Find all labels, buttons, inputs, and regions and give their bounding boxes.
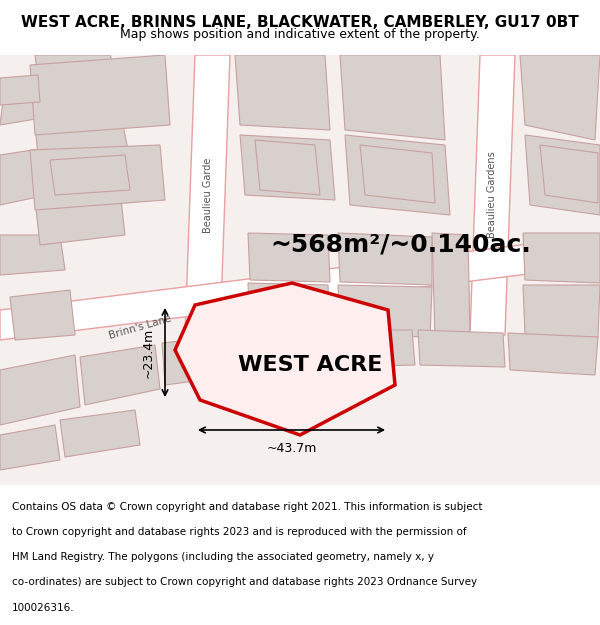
Polygon shape bbox=[175, 283, 395, 435]
Polygon shape bbox=[60, 410, 140, 457]
Text: to Crown copyright and database rights 2023 and is reproduced with the permissio: to Crown copyright and database rights 2… bbox=[12, 527, 467, 537]
Polygon shape bbox=[255, 140, 320, 195]
Polygon shape bbox=[0, 75, 40, 105]
Polygon shape bbox=[0, 355, 80, 425]
Text: Beaulieu Gardens: Beaulieu Gardens bbox=[487, 152, 497, 238]
Polygon shape bbox=[185, 55, 230, 335]
Text: Map shows position and indicative extent of the property.: Map shows position and indicative extent… bbox=[120, 28, 480, 41]
Polygon shape bbox=[248, 233, 330, 282]
Polygon shape bbox=[338, 233, 432, 285]
Text: ~23.4m: ~23.4m bbox=[142, 328, 155, 378]
Polygon shape bbox=[50, 155, 130, 195]
Text: ~43.7m: ~43.7m bbox=[266, 442, 317, 455]
Polygon shape bbox=[360, 145, 435, 203]
Text: 100026316.: 100026316. bbox=[12, 602, 74, 612]
Polygon shape bbox=[0, 235, 65, 275]
Polygon shape bbox=[340, 55, 445, 140]
Polygon shape bbox=[418, 330, 505, 367]
Text: Beaulieu Garde: Beaulieu Garde bbox=[203, 158, 213, 232]
Polygon shape bbox=[345, 135, 450, 215]
Text: HM Land Registry. The polygons (including the associated geometry, namely x, y: HM Land Registry. The polygons (includin… bbox=[12, 552, 434, 562]
Polygon shape bbox=[523, 233, 600, 283]
Polygon shape bbox=[470, 55, 515, 335]
Text: Brinn's Lane: Brinn's Lane bbox=[107, 313, 172, 341]
Polygon shape bbox=[525, 135, 600, 215]
Polygon shape bbox=[248, 283, 330, 335]
Polygon shape bbox=[0, 145, 70, 205]
Polygon shape bbox=[508, 333, 598, 375]
Polygon shape bbox=[80, 345, 160, 405]
Polygon shape bbox=[10, 290, 75, 340]
Polygon shape bbox=[35, 190, 125, 245]
Polygon shape bbox=[0, 75, 65, 125]
Text: ~568m²/~0.140ac.: ~568m²/~0.140ac. bbox=[270, 233, 531, 257]
Polygon shape bbox=[30, 145, 165, 210]
Text: WEST ACRE, BRINNS LANE, BLACKWATER, CAMBERLEY, GU17 0BT: WEST ACRE, BRINNS LANE, BLACKWATER, CAMB… bbox=[21, 16, 579, 31]
Polygon shape bbox=[540, 145, 598, 203]
Polygon shape bbox=[235, 55, 330, 130]
Polygon shape bbox=[332, 330, 415, 367]
Polygon shape bbox=[0, 235, 600, 340]
Polygon shape bbox=[338, 285, 432, 337]
Polygon shape bbox=[432, 233, 470, 337]
Polygon shape bbox=[523, 285, 600, 337]
Text: co-ordinates) are subject to Crown copyright and database rights 2023 Ordnance S: co-ordinates) are subject to Crown copyr… bbox=[12, 578, 477, 587]
Polygon shape bbox=[35, 110, 130, 175]
Polygon shape bbox=[0, 425, 60, 470]
Polygon shape bbox=[240, 135, 335, 200]
Text: Contains OS data © Crown copyright and database right 2021. This information is : Contains OS data © Crown copyright and d… bbox=[12, 502, 482, 512]
Text: WEST ACRE: WEST ACRE bbox=[238, 355, 382, 375]
Polygon shape bbox=[242, 330, 330, 373]
Polygon shape bbox=[30, 55, 170, 135]
Polygon shape bbox=[520, 55, 600, 140]
Polygon shape bbox=[162, 335, 240, 385]
Polygon shape bbox=[35, 55, 120, 95]
